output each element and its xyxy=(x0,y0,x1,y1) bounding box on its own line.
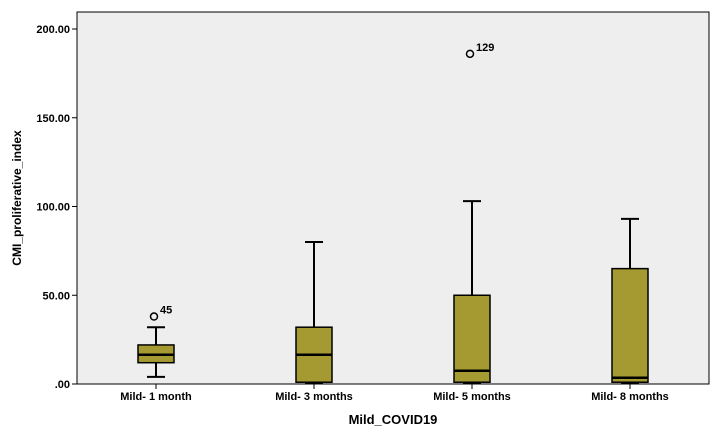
outlier-point xyxy=(149,312,159,321)
y-axis-title: CMI_proliferative_index xyxy=(10,130,24,266)
iqr-box xyxy=(611,267,649,383)
y-tick-label: 100.00 xyxy=(36,202,70,214)
plot-area xyxy=(76,11,710,385)
outlier-label: 129 xyxy=(476,42,494,54)
box-1: 45 xyxy=(137,305,175,378)
box-3: 129 xyxy=(453,42,494,385)
boxes: 45 129 xyxy=(137,42,649,385)
iqr-box xyxy=(453,294,491,383)
outlier-label: 45 xyxy=(160,305,172,317)
box-4 xyxy=(611,217,649,385)
y-tick-label: 50.00 xyxy=(42,290,70,302)
y-axis: .00 50.00 100.00 150.00 200.00 xyxy=(36,24,77,391)
x-tick-label: Mild- 3 months xyxy=(275,391,353,403)
x-tick-label: Mild- 5 months xyxy=(433,391,511,403)
box-2 xyxy=(295,241,333,385)
y-tick-label: 150.00 xyxy=(36,113,70,125)
outlier-point xyxy=(465,49,475,59)
x-axis-title: Mild_COVID19 xyxy=(349,412,438,427)
y-tick-label: 200.00 xyxy=(36,24,70,36)
x-axis: Mild- 1 month Mild- 3 months Mild- 5 month… xyxy=(120,384,669,403)
y-tick-label: .00 xyxy=(55,379,70,391)
x-tick-label: Mild- 8 months xyxy=(591,391,669,403)
x-tick-label: Mild- 1 month xyxy=(120,391,192,403)
